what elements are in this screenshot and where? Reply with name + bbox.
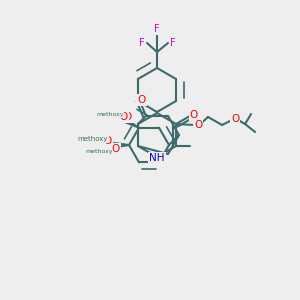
- Text: F: F: [139, 38, 145, 48]
- Text: O: O: [120, 112, 128, 122]
- Text: F: F: [154, 24, 160, 34]
- Text: O: O: [112, 144, 120, 154]
- Text: O: O: [137, 95, 146, 105]
- Text: O: O: [124, 112, 132, 122]
- Text: methoxy: methoxy: [85, 149, 113, 154]
- Text: O: O: [103, 136, 111, 146]
- Text: NH: NH: [149, 153, 165, 163]
- Text: F: F: [170, 38, 176, 48]
- Text: O: O: [231, 114, 239, 124]
- Text: O: O: [194, 120, 202, 130]
- Text: methoxy: methoxy: [78, 136, 108, 142]
- Text: methoxy: methoxy: [96, 112, 124, 117]
- Text: O: O: [190, 110, 198, 119]
